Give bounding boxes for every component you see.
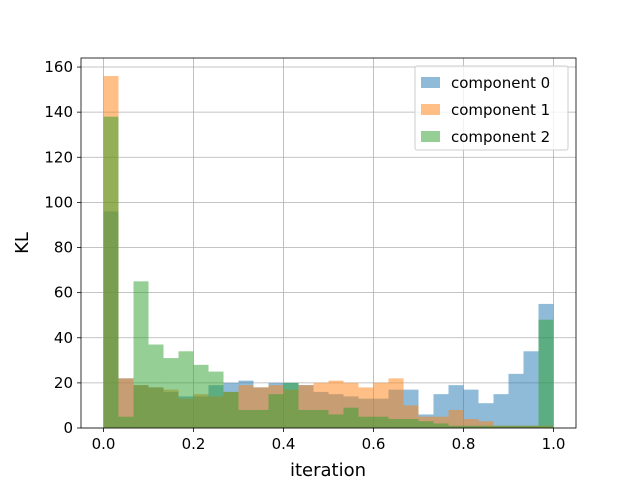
histogram-bar <box>463 389 479 428</box>
y-axis-label: KL <box>12 232 33 254</box>
histogram-bar <box>478 421 494 428</box>
histogram-bar <box>298 409 314 428</box>
legend-swatch <box>421 104 440 115</box>
histogram-bar <box>448 409 464 428</box>
histogram-bar <box>448 425 464 428</box>
x-axis-ticks: 0.0 0.2 0.4 0.6 0.8 1.0 <box>92 428 566 453</box>
legend-entry-label: component 2 <box>451 128 550 146</box>
histogram-bar <box>463 418 479 428</box>
histogram-bar <box>373 416 389 428</box>
x-tick-label: 0.4 <box>272 435 296 453</box>
x-tick-label: 0.6 <box>362 435 386 453</box>
series-2 <box>103 116 554 428</box>
y-tick-label: 100 <box>44 193 73 211</box>
histogram-bar <box>538 319 554 428</box>
legend-entry-label: component 0 <box>451 74 550 92</box>
histogram-bar <box>523 351 539 428</box>
histogram-bar <box>313 409 329 428</box>
histogram-bar <box>358 416 374 428</box>
histogram-bar <box>148 344 164 428</box>
histogram-bar <box>493 394 509 428</box>
histogram-bar <box>268 394 284 428</box>
y-tick-label: 40 <box>54 329 73 347</box>
y-tick-label: 120 <box>44 148 73 166</box>
histogram-bar <box>283 382 299 428</box>
x-tick-label: 0.8 <box>452 435 476 453</box>
histogram-bar <box>253 409 269 428</box>
legend-box <box>414 65 569 151</box>
y-tick-label: 160 <box>44 58 73 76</box>
histogram-bar <box>343 407 359 428</box>
histogram-bar <box>208 371 224 428</box>
histogram-bar <box>478 425 494 428</box>
histogram-bar <box>388 418 404 428</box>
histogram-bar <box>118 416 134 428</box>
x-tick-label: 1.0 <box>542 435 566 453</box>
histogram-bar <box>403 418 419 428</box>
histogram-bar <box>178 351 194 428</box>
histogram-bar <box>433 416 449 428</box>
y-tick-label: 140 <box>44 103 73 121</box>
histogram-bar <box>493 425 509 428</box>
legend-entry-label: component 1 <box>451 101 550 119</box>
histogram-bar <box>163 358 179 428</box>
histogram-bars <box>103 76 554 429</box>
histogram-bar <box>118 378 134 428</box>
y-tick-label: 20 <box>54 374 73 392</box>
histogram-bar <box>463 425 479 428</box>
histogram-bar <box>508 425 524 428</box>
histogram-bar <box>223 391 239 428</box>
y-tick-label: 60 <box>54 284 73 302</box>
histogram-bar <box>388 378 404 428</box>
histogram-bar <box>508 373 524 428</box>
histogram-bar <box>238 409 254 428</box>
histogram-bar <box>103 116 119 428</box>
histogram-bar <box>433 423 449 428</box>
plot-frame <box>80 57 577 429</box>
histogram-bar <box>418 421 434 428</box>
legend-swatch <box>421 131 440 142</box>
y-tick-label: 0 <box>63 419 73 437</box>
histogram-bar <box>328 414 344 428</box>
y-tick-label: 80 <box>54 239 73 257</box>
x-tick-label: 0.2 <box>182 435 206 453</box>
x-tick-label: 0.0 <box>92 435 116 453</box>
x-axis-label: iteration <box>290 460 366 480</box>
histogram-bar <box>523 425 539 428</box>
legend: component 0 component 1 component 2 <box>414 65 569 151</box>
legend-swatch <box>421 77 440 88</box>
histogram-bar <box>193 364 209 428</box>
y-axis-ticks: 0 20 40 60 80 100 120 140 160 <box>44 58 81 437</box>
histogram-bar <box>133 281 149 428</box>
